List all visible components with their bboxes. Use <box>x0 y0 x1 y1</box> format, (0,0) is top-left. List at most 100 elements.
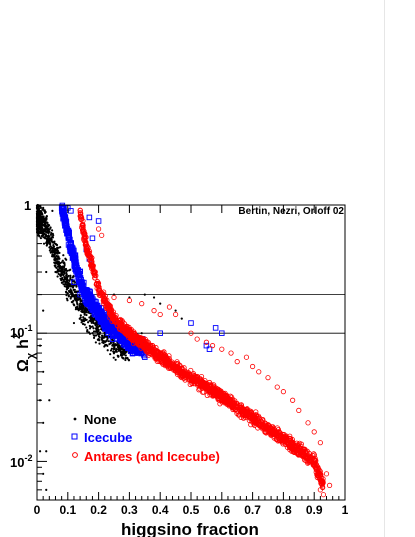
data-point-none <box>51 236 55 239</box>
data-point-none <box>40 220 43 223</box>
data-point-none <box>37 211 40 214</box>
data-point-antares <box>81 230 87 236</box>
data-point-antares <box>77 213 83 219</box>
data-point-antares <box>99 232 105 238</box>
data-point-none <box>143 293 146 296</box>
data-point-antares <box>317 487 323 493</box>
data-point-antares <box>301 453 307 460</box>
data-point-none <box>112 356 115 359</box>
data-point-antares <box>209 343 216 349</box>
data-point-none <box>48 399 51 402</box>
data-point-antares <box>305 420 311 426</box>
data-point-antares <box>216 392 222 398</box>
data-point-antares <box>311 451 317 457</box>
data-point-antares <box>81 238 87 244</box>
data-point-none <box>107 340 110 343</box>
data-point-none <box>80 321 83 324</box>
data-point-none <box>57 269 60 272</box>
data-point-icecube <box>77 280 83 286</box>
data-point-antares <box>196 387 202 393</box>
data-point-none <box>74 298 77 302</box>
x-tick-label: 0.6 <box>213 503 230 517</box>
data-point-none <box>62 261 66 264</box>
data-point-none <box>44 227 47 230</box>
data-point-icecube <box>157 330 163 336</box>
data-point-none <box>82 310 86 313</box>
data-point-none <box>49 226 52 229</box>
legend-item-icecube: Icecube <box>71 430 132 445</box>
data-point-none <box>76 303 79 306</box>
data-point-none <box>74 296 77 300</box>
data-point-none <box>69 297 72 300</box>
data-point-none <box>114 358 117 361</box>
data-point-antares <box>96 289 102 296</box>
data-point-antares <box>213 385 219 391</box>
data-point-icecube <box>89 302 95 309</box>
legend-label-antares: Antares (and Icecube) <box>84 449 220 464</box>
data-point-none <box>40 234 43 238</box>
data-point-none <box>91 325 94 328</box>
series-none-points <box>35 203 183 491</box>
data-point-none <box>60 273 63 276</box>
data-point-none <box>115 350 118 353</box>
data-point-none <box>45 234 48 238</box>
data-point-none <box>102 336 105 339</box>
data-point-none <box>38 222 42 225</box>
data-point-none <box>79 316 82 319</box>
data-point-none <box>115 343 118 347</box>
data-point-antares <box>255 425 261 431</box>
data-point-none <box>124 356 127 360</box>
data-point-antares <box>125 326 131 332</box>
data-point-antares <box>111 294 117 301</box>
data-point-none <box>62 254 65 257</box>
data-point-antares <box>316 467 322 473</box>
data-point-none <box>116 345 119 349</box>
data-point-none <box>38 213 42 216</box>
data-point-none <box>85 313 88 317</box>
data-point-none <box>60 278 64 281</box>
data-point-antares <box>245 413 251 420</box>
data-point-none <box>62 270 65 273</box>
data-point-none <box>54 256 57 260</box>
data-point-none <box>54 262 58 265</box>
data-point-none <box>45 243 49 246</box>
data-point-antares <box>107 305 113 311</box>
data-point-antares <box>228 350 234 356</box>
data-point-none <box>71 292 74 296</box>
data-point-icecube <box>88 297 94 304</box>
data-point-none <box>39 206 43 210</box>
data-point-none <box>49 239 52 242</box>
data-point-none <box>39 237 43 240</box>
legend-marker-square <box>71 433 78 440</box>
data-point-antares <box>293 443 299 449</box>
data-point-none <box>96 333 100 336</box>
data-point-icecube <box>86 214 93 221</box>
data-point-icecube <box>78 276 84 283</box>
data-point-none <box>71 301 74 304</box>
data-point-antares <box>174 359 180 365</box>
data-point-none <box>72 275 75 278</box>
data-point-none <box>45 450 48 453</box>
data-point-none <box>63 285 66 288</box>
data-point-none <box>68 269 71 272</box>
data-point-none <box>120 353 123 356</box>
legend-item-antares: Antares (and Icecube) <box>72 449 220 464</box>
data-point-none <box>43 211 47 214</box>
data-point-antares <box>151 353 157 359</box>
data-point-none <box>69 274 72 277</box>
data-point-none <box>110 338 114 342</box>
legend-marker-circle <box>72 452 78 458</box>
data-point-antares <box>218 397 224 404</box>
data-point-none <box>42 370 45 373</box>
data-point-none <box>88 327 92 330</box>
data-point-icecube <box>66 234 73 241</box>
data-point-antares <box>90 263 96 269</box>
data-point-none <box>76 305 79 309</box>
data-point-none <box>44 217 48 220</box>
data-point-none <box>51 209 54 212</box>
data-point-antares <box>77 207 83 213</box>
data-point-none <box>66 292 69 295</box>
data-point-none <box>126 356 129 360</box>
data-point-none <box>61 259 64 262</box>
data-point-antares <box>219 346 225 352</box>
